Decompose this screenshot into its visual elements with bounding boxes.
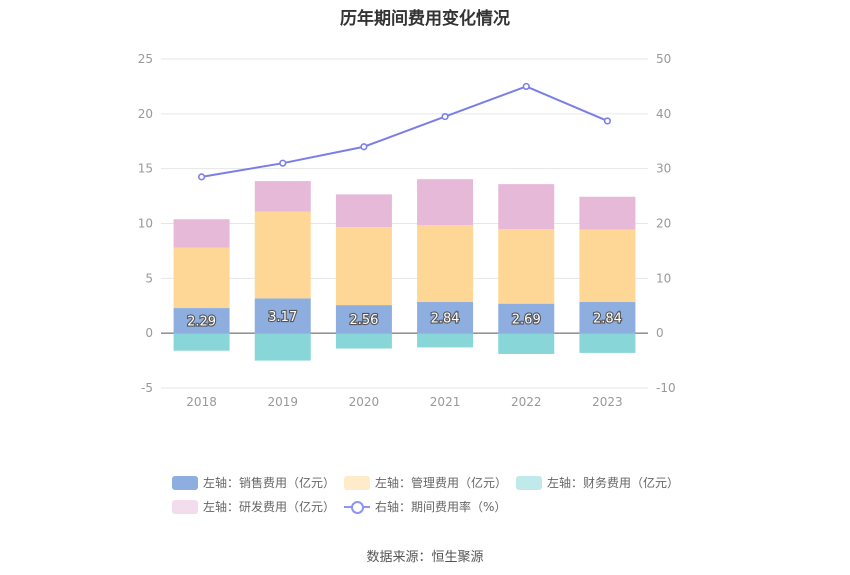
legend-swatch-finance [516, 475, 542, 490]
data-source: 数据来源：恒生聚源 [366, 550, 484, 565]
legend-swatch-rnd [172, 499, 198, 514]
bar-rnd [417, 179, 474, 226]
rate-point [197, 173, 206, 181]
bar-admin [335, 227, 392, 306]
bar-finance [498, 333, 555, 355]
left-tick-label: 20 [138, 107, 153, 121]
right-tick-label: 20 [656, 217, 671, 231]
legend-label-finance: 左轴：财务费用（亿元） [547, 476, 680, 490]
bar-sales [417, 302, 474, 334]
bar-rnd [335, 194, 392, 228]
left-tick-label: 5 [145, 271, 153, 285]
left-tick-label: -5 [141, 381, 153, 395]
rate-line [201, 85, 608, 178]
legend-item-admin[interactable]: 左轴：管理费用（亿元） [344, 474, 507, 491]
bar-sales [579, 302, 636, 334]
bar-admin [498, 229, 555, 304]
bar-rnd [173, 219, 230, 248]
bar-finance [173, 333, 230, 351]
right-tick-label: 50 [656, 52, 671, 66]
rate-point [603, 117, 612, 125]
rate-point [360, 143, 368, 151]
x-tick-label: 2023 [592, 395, 623, 409]
bar-rnd [498, 184, 555, 230]
data-label-sales: 2.29 [187, 315, 216, 330]
right-tick-label: 30 [656, 162, 671, 176]
bar-admin [254, 211, 311, 299]
bar-finance [579, 333, 636, 353]
legend-item-rnd[interactable]: 左轴：研发费用（亿元） [172, 498, 335, 515]
left-tick-label: 25 [138, 52, 153, 66]
bar-rnd [254, 181, 311, 212]
bar-sales [335, 305, 392, 334]
bar-sales [173, 308, 230, 334]
legend-swatch-rate [344, 500, 370, 514]
right-tick-label: 0 [656, 326, 664, 340]
rate-point [279, 159, 287, 167]
data-label-sales: 2.84 [593, 312, 622, 327]
right-tick-label: 10 [656, 271, 671, 285]
x-tick-label: 2022 [511, 395, 542, 409]
legend-label-rnd: 左轴：研发费用（亿元） [203, 500, 336, 514]
left-tick-label: 15 [138, 162, 153, 176]
legend-item-finance[interactable]: 左轴：财务费用（亿元） [516, 474, 679, 491]
bar-admin [579, 229, 636, 303]
bar-sales [254, 298, 311, 334]
legend-item-rate[interactable]: 右轴：期间费用率（%） [344, 498, 506, 515]
right-tick-label: -10 [656, 381, 676, 395]
data-label-sales: 2.84 [431, 312, 460, 327]
bar-admin [417, 225, 474, 303]
data-label-sales: 2.69 [512, 312, 541, 327]
bar-finance [335, 333, 392, 349]
x-tick-label: 2020 [349, 395, 380, 409]
x-tick-label: 2019 [267, 395, 298, 409]
x-tick-label: 2021 [430, 395, 461, 409]
bar-sales [498, 303, 555, 334]
data-label-sales: 3.17 [268, 310, 297, 325]
chart-title: 历年期间费用变化情况 [340, 9, 510, 29]
rate-point [441, 112, 449, 121]
bar-finance [254, 333, 311, 361]
legend-swatch-admin [344, 475, 370, 490]
legend-label-sales: 左轴：销售费用（亿元） [203, 476, 336, 490]
bar-admin [173, 247, 230, 309]
legend-label-admin: 左轴：管理费用（亿元） [375, 476, 508, 490]
right-tick-label: 40 [656, 107, 671, 121]
legend-label-rate: 右轴：期间费用率（%） [375, 500, 507, 514]
bar-rnd [579, 196, 636, 230]
left-tick-label: 10 [138, 217, 153, 231]
legend-swatch-sales [172, 475, 198, 490]
data-label-sales: 2.56 [349, 313, 378, 328]
rate-point [522, 82, 530, 91]
legend-item-sales[interactable]: 左轴：销售费用（亿元） [172, 474, 335, 491]
x-tick-label: 2018 [186, 395, 217, 409]
bar-finance [417, 333, 474, 348]
left-tick-label: 0 [145, 326, 153, 340]
